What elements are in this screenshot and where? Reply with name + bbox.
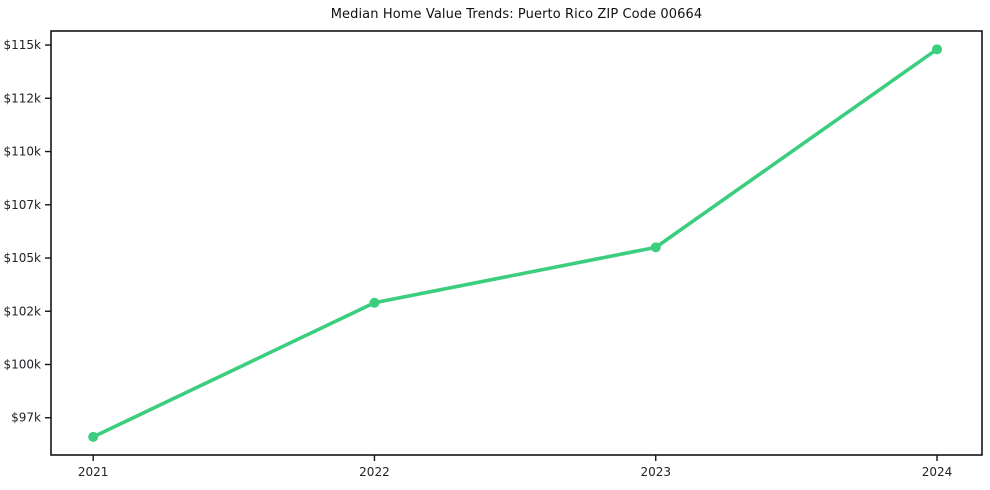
y-tick-label: $107k xyxy=(4,198,42,212)
y-tick-label: $97k xyxy=(11,411,41,425)
trend-line xyxy=(91,47,939,439)
y-tick-label: $102k xyxy=(4,304,42,318)
x-tick-label: 2022 xyxy=(359,465,390,479)
y-tick-label: $110k xyxy=(4,145,42,159)
x-tick-label: 2021 xyxy=(78,465,109,479)
data-point-2023 xyxy=(650,242,661,253)
y-tick-label: $105k xyxy=(4,251,42,265)
data-point-2021 xyxy=(88,431,99,442)
y-tick-label: $112k xyxy=(4,91,42,105)
data-point-2024 xyxy=(931,44,942,55)
plot-border xyxy=(50,30,983,456)
data-point-2022 xyxy=(369,297,380,308)
y-tick-label: $115k xyxy=(4,38,42,52)
x-tick-label: 2024 xyxy=(922,465,953,479)
x-tick-label: 2023 xyxy=(640,465,671,479)
y-tick-label: $100k xyxy=(4,357,42,371)
chart-title: Median Home Value Trends: Puerto Rico ZI… xyxy=(330,7,703,22)
